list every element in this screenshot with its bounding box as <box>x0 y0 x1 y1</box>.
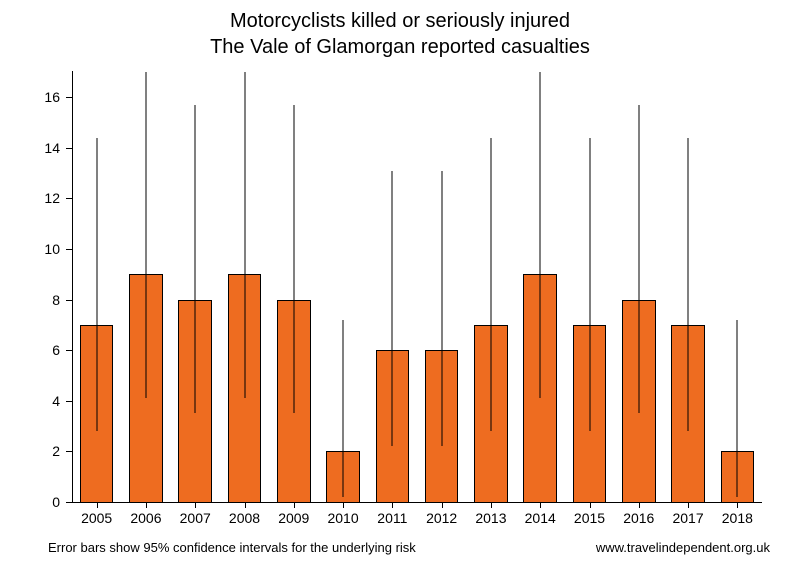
y-tick-mark <box>66 249 72 250</box>
x-tick-mark <box>294 502 295 508</box>
y-tick-label: 6 <box>20 342 60 358</box>
error-bar <box>540 72 541 398</box>
x-tick-mark <box>245 502 246 508</box>
y-tick-label: 4 <box>20 393 60 409</box>
x-tick-label: 2007 <box>180 510 211 526</box>
x-tick-label: 2017 <box>672 510 703 526</box>
plot-area <box>72 72 762 502</box>
x-tick-label: 2005 <box>81 510 112 526</box>
y-tick-label: 0 <box>20 494 60 510</box>
y-tick-label: 14 <box>20 140 60 156</box>
x-tick-label: 2011 <box>377 510 407 526</box>
error-bar <box>96 138 97 431</box>
error-bar <box>490 138 491 431</box>
x-tick-label: 2013 <box>475 510 506 526</box>
y-axis: 0246810121416 <box>0 72 72 502</box>
footer-source: www.travelindependent.org.uk <box>596 540 770 555</box>
error-bar <box>441 171 442 447</box>
y-tick-mark <box>66 451 72 452</box>
footer-note: Error bars show 95% confidence intervals… <box>48 540 416 555</box>
x-tick-label: 2009 <box>278 510 309 526</box>
x-tick-mark <box>590 502 591 508</box>
x-tick-mark <box>491 502 492 508</box>
x-tick-label: 2015 <box>574 510 605 526</box>
x-tick-mark <box>195 502 196 508</box>
x-axis: 2005 2006 2007 2008 2009 2010 2011 2012 2013 2014… <box>72 502 762 532</box>
y-tick-label: 2 <box>20 443 60 459</box>
y-tick-mark <box>66 300 72 301</box>
x-tick-mark <box>540 502 541 508</box>
y-tick-mark <box>66 97 72 98</box>
error-bar <box>392 171 393 447</box>
x-tick-label: 2016 <box>623 510 654 526</box>
x-tick-mark <box>392 502 393 508</box>
y-tick-mark <box>66 401 72 402</box>
error-bar <box>195 105 196 414</box>
y-tick-mark <box>66 350 72 351</box>
y-tick-mark <box>66 148 72 149</box>
chart-title-line2: The Vale of Glamorgan reported casualtie… <box>0 34 800 60</box>
error-bar <box>343 320 344 497</box>
x-tick-mark <box>688 502 689 508</box>
x-tick-label: 2006 <box>130 510 161 526</box>
x-tick-mark <box>97 502 98 508</box>
y-tick-mark <box>66 198 72 199</box>
x-tick-mark <box>343 502 344 508</box>
error-bar <box>244 72 245 398</box>
x-tick-mark <box>737 502 738 508</box>
x-tick-label: 2010 <box>327 510 358 526</box>
error-bar <box>589 138 590 431</box>
y-tick-label: 10 <box>20 241 60 257</box>
y-tick-label: 12 <box>20 190 60 206</box>
x-tick-label: 2018 <box>722 510 753 526</box>
x-tick-label: 2008 <box>229 510 260 526</box>
error-bar <box>688 138 689 431</box>
error-bar <box>145 72 146 398</box>
error-bar <box>737 320 738 497</box>
x-tick-label: 2014 <box>525 510 556 526</box>
error-bar <box>638 105 639 414</box>
x-tick-mark <box>442 502 443 508</box>
chart-footer: Error bars show 95% confidence intervals… <box>48 540 770 555</box>
y-tick-label: 8 <box>20 292 60 308</box>
chart-title-line1: Motorcyclists killed or seriously injure… <box>0 8 800 34</box>
chart-page: Motorcyclists killed or seriously injure… <box>0 0 800 580</box>
y-tick-label: 16 <box>20 89 60 105</box>
x-tick-label: 2012 <box>426 510 457 526</box>
y-axis-line <box>72 71 73 502</box>
x-tick-mark <box>639 502 640 508</box>
x-tick-mark <box>146 502 147 508</box>
error-bar <box>293 105 294 414</box>
chart-title-block: Motorcyclists killed or seriously injure… <box>0 8 800 60</box>
